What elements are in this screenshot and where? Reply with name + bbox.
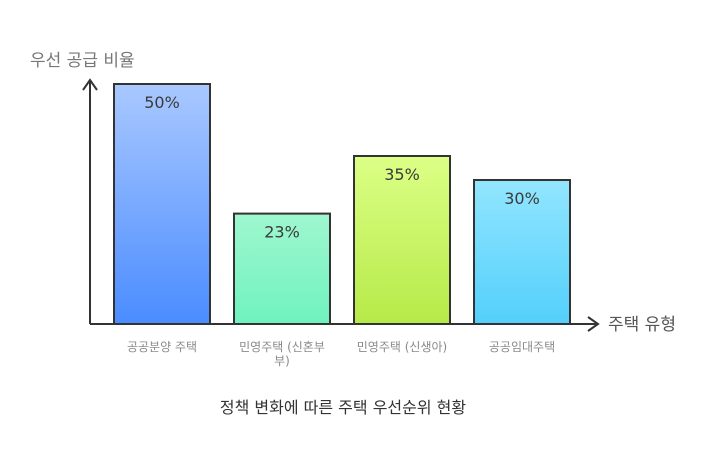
bars-group bbox=[113, 83, 571, 326]
category-label: 민영주택 (신혼부 bbox=[239, 340, 325, 354]
x-axis-title: 주택 유형 bbox=[608, 315, 676, 335]
category-label: 공공분양 주택 bbox=[127, 340, 197, 354]
bar-4 bbox=[473, 179, 571, 325]
category-label: 민영주택 (신생아) bbox=[357, 340, 447, 354]
category-label: 부) bbox=[274, 354, 290, 368]
y-axis-title: 우선 공급 비율 bbox=[30, 51, 135, 71]
bar-1 bbox=[113, 83, 211, 325]
y-axis-arrow-icon bbox=[82, 78, 98, 91]
bar-value-label: 30% bbox=[504, 189, 540, 208]
category-label: 공공임대주택 bbox=[489, 340, 555, 354]
bar-3 bbox=[353, 155, 451, 325]
bar-2 bbox=[233, 212, 331, 326]
bar-value-label: 35% bbox=[384, 165, 420, 184]
axes-group bbox=[82, 78, 600, 332]
bar-value-label: 23% bbox=[264, 223, 300, 242]
bar-value-label: 50% bbox=[144, 93, 180, 112]
x-axis-arrow-icon bbox=[587, 316, 600, 332]
chart-caption: 정책 변화에 따른 주택 우선순위 현황 bbox=[220, 398, 467, 417]
